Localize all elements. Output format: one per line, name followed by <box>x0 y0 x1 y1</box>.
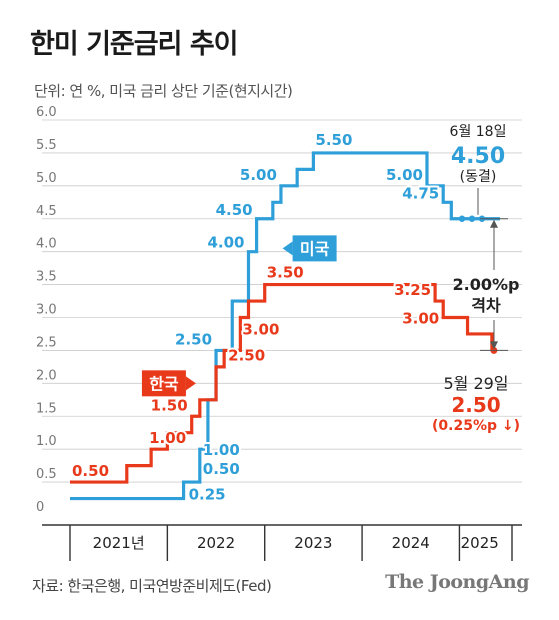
data-label: 0.50 <box>72 462 109 480</box>
y-tick-label: 6.0 <box>36 105 57 120</box>
series-layer <box>70 151 500 501</box>
us-series-tag: 미국 <box>282 235 337 262</box>
y-tick-label: 2.0 <box>36 368 57 383</box>
y-tick-label: 3.0 <box>36 303 57 318</box>
x-tick-label: 2022 <box>197 534 235 552</box>
x-tick-label: 2025 <box>461 534 499 552</box>
y-tick-label: 3.5 <box>36 270 57 285</box>
data-label: 0.25 <box>189 486 226 504</box>
data-label: 3.25 <box>394 281 431 299</box>
axis-layer: 0 0.5 1.0 1.5 2.0 2.5 3.0 3.5 4.0 4.5 5.0 5.5 6.0 202… <box>36 105 522 561</box>
y-tick-label: 4.0 <box>36 237 57 252</box>
data-label: 2.50 <box>228 346 265 364</box>
data-label: 5.00 <box>240 166 277 184</box>
us-end-status: (동결) <box>460 169 497 185</box>
data-label: 2.50 <box>175 330 212 348</box>
us-end-value: 4.50 <box>451 144 505 169</box>
annotation-layer: 6월 18일 4.50(동결) 2.00%p 격차 5월 29일2.50(0.25%p … <box>432 124 520 434</box>
data-label: 4.00 <box>207 234 244 252</box>
data-label: 0.50 <box>203 460 240 478</box>
label-layer: 0.250.501.002.504.004.505.005.505.004.75… <box>70 129 441 506</box>
source-note: 자료: 한국은행, 미국연방준비제도(Fed) <box>32 577 272 595</box>
chart-title: 한미 기준금리 추이 <box>30 29 239 60</box>
gap-label: 격차 <box>471 296 501 315</box>
data-label: 3.00 <box>402 310 439 328</box>
data-label: 3.00 <box>242 321 279 339</box>
data-label: 1.00 <box>149 429 186 447</box>
y-tick-label: 1.5 <box>36 401 57 416</box>
data-label: 4.75 <box>402 184 439 202</box>
y-tick-label: 4.5 <box>36 204 57 219</box>
tag-pointer <box>282 241 293 256</box>
us-end-date: 6월 18일 <box>450 124 507 140</box>
y-tick-label: 0 <box>36 500 44 515</box>
chart-subtitle: 단위: 연 %, 미국 금리 상단 기준(현지시간) <box>34 82 293 100</box>
us-end-dot <box>468 215 476 222</box>
us-end-dot <box>458 215 466 222</box>
kr-rate-line <box>70 282 494 484</box>
gap-value: 2.00%p <box>453 275 520 294</box>
data-label: 1.50 <box>151 396 188 414</box>
data-label: 1.00 <box>203 441 240 459</box>
gap-arrow-down <box>490 341 498 350</box>
kr-end-change: (0.25%p ↓) <box>432 418 520 434</box>
series-name-label: 한국 <box>149 374 179 393</box>
y-tick-label: 1.0 <box>36 434 57 449</box>
x-tick-label: 2024 <box>392 534 430 552</box>
y-tick-label: 5.0 <box>36 171 57 186</box>
data-label: 5.00 <box>386 166 423 184</box>
series-name-label: 미국 <box>300 239 330 258</box>
data-label: 5.50 <box>315 131 352 149</box>
y-tick-label: 0.5 <box>36 467 57 482</box>
x-tick-label: 2023 <box>294 534 332 552</box>
tag-pointer <box>185 376 196 391</box>
kr-series-tag: 한국 <box>141 370 196 397</box>
kr-end-value: 2.50 <box>451 393 500 417</box>
data-label: 4.50 <box>216 201 253 219</box>
tag-box <box>292 235 337 262</box>
x-tick-label: 2021년 <box>93 534 145 552</box>
brand-logo: The JoongAng <box>385 571 529 593</box>
kr-end-date: 5월 29일 <box>443 374 508 393</box>
y-tick-label: 5.5 <box>36 138 57 153</box>
us-rate-line <box>70 151 500 501</box>
tag-box <box>141 370 186 397</box>
gap-arrow-up <box>490 219 498 228</box>
data-label: 3.50 <box>267 264 304 282</box>
y-tick-label: 2.5 <box>36 335 57 350</box>
